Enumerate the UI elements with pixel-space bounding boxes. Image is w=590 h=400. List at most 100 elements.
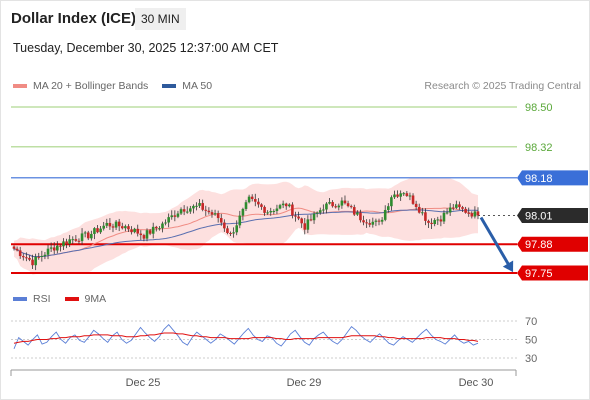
candle-body — [257, 201, 260, 205]
candle-body — [68, 239, 71, 244]
candle-body — [170, 215, 174, 218]
candle-body — [476, 211, 480, 216]
level-label-97-88: 97.88 — [525, 239, 553, 251]
candle-body — [309, 219, 313, 221]
candle-body — [139, 233, 143, 236]
candle-body — [198, 203, 201, 206]
candle-body — [207, 210, 211, 213]
x-tick-label: Dec 29 — [287, 377, 322, 389]
candle-body — [93, 228, 96, 234]
candle-body — [216, 213, 220, 219]
candle-body — [318, 210, 322, 213]
candle-body — [362, 220, 365, 223]
candle-body — [266, 212, 269, 214]
candle-body — [219, 218, 223, 223]
candle-body — [179, 209, 183, 214]
candle-body — [250, 196, 254, 200]
candle-body — [448, 207, 452, 213]
candle-body — [337, 205, 341, 208]
candle-body — [284, 203, 288, 207]
candle-body — [263, 206, 266, 213]
candle-body — [83, 232, 87, 234]
x-tick-label: Dec 30 — [459, 377, 494, 389]
candle-body — [322, 209, 325, 211]
candle-body — [445, 212, 449, 214]
candle-body — [244, 202, 248, 209]
candle-body — [62, 241, 65, 247]
candle-body — [331, 202, 334, 207]
level-label-97-75: 97.75 — [525, 268, 553, 280]
candle-body — [90, 233, 93, 239]
candle-body — [28, 257, 31, 260]
forecast-arrow-head — [502, 260, 514, 273]
candle-body — [275, 208, 279, 212]
rsi-tick-30: 30 — [525, 353, 537, 365]
candle-body — [37, 256, 41, 258]
level-label-98-50: 98.50 — [525, 102, 553, 114]
candle-body — [105, 222, 109, 226]
candle-body — [213, 213, 217, 215]
rsi-tick-50: 50 — [525, 335, 537, 347]
candle-body — [210, 212, 214, 215]
candle-body — [223, 222, 226, 229]
candle-body — [189, 208, 192, 212]
candle-body — [467, 212, 471, 214]
candle-body — [130, 229, 133, 233]
candle-body — [470, 213, 474, 217]
indicator-legend: RSI 9MA — [13, 293, 106, 305]
candle-body — [247, 196, 251, 203]
candle-body — [325, 203, 328, 210]
candle-body — [352, 207, 356, 215]
ma20-swatch — [13, 84, 27, 88]
candle-body — [253, 199, 257, 202]
candle-body — [40, 255, 44, 257]
candle-body — [288, 204, 291, 207]
datetime-label: Tuesday, December 30, 2025 12:37:00 AM C… — [13, 41, 279, 55]
candle-body — [229, 232, 232, 234]
candle-body — [365, 222, 368, 224]
price-legend: MA 20 + Bollinger Bands MA 50 — [13, 80, 212, 92]
candle-body — [439, 219, 443, 222]
candle-body — [272, 211, 276, 213]
candle-body — [46, 248, 50, 255]
candle-body — [281, 203, 285, 206]
candle-body — [349, 206, 353, 208]
candle-body — [124, 226, 127, 229]
candle-body — [235, 225, 239, 233]
candle-body — [111, 226, 115, 228]
instrument-title: Dollar Index (ICE) — [11, 10, 137, 27]
candle-body — [374, 220, 378, 222]
candle-body — [151, 226, 155, 234]
candle-body — [99, 228, 102, 233]
candle-body — [315, 212, 319, 214]
candle-body — [390, 197, 393, 207]
candle-body — [300, 218, 303, 224]
candle-body — [25, 257, 28, 259]
candle-body — [74, 239, 78, 241]
candle-body — [424, 212, 427, 221]
candle-body — [15, 248, 19, 251]
candle-body — [133, 228, 136, 233]
candle-body — [414, 203, 418, 207]
ma9-line — [13, 332, 479, 344]
level-tag-98-01 — [517, 207, 588, 223]
timeframe-badge[interactable]: 30 MIN — [135, 8, 186, 30]
candle-body — [21, 256, 25, 258]
candle-body — [451, 207, 455, 209]
candle-body — [185, 211, 189, 213]
candle-body — [455, 204, 458, 208]
candle-body — [120, 226, 124, 229]
candle-body — [473, 211, 477, 217]
candle-body — [356, 212, 359, 215]
candle-body — [427, 220, 430, 223]
candle-body — [291, 204, 294, 216]
candle-body — [377, 220, 381, 222]
candle-body — [417, 206, 421, 213]
candle-body — [458, 204, 461, 208]
candle-body — [371, 221, 375, 225]
ma9-swatch — [64, 297, 79, 301]
x-tick-label: Dec 25 — [126, 377, 161, 389]
candle-body — [359, 212, 362, 221]
candle-body — [12, 246, 16, 249]
